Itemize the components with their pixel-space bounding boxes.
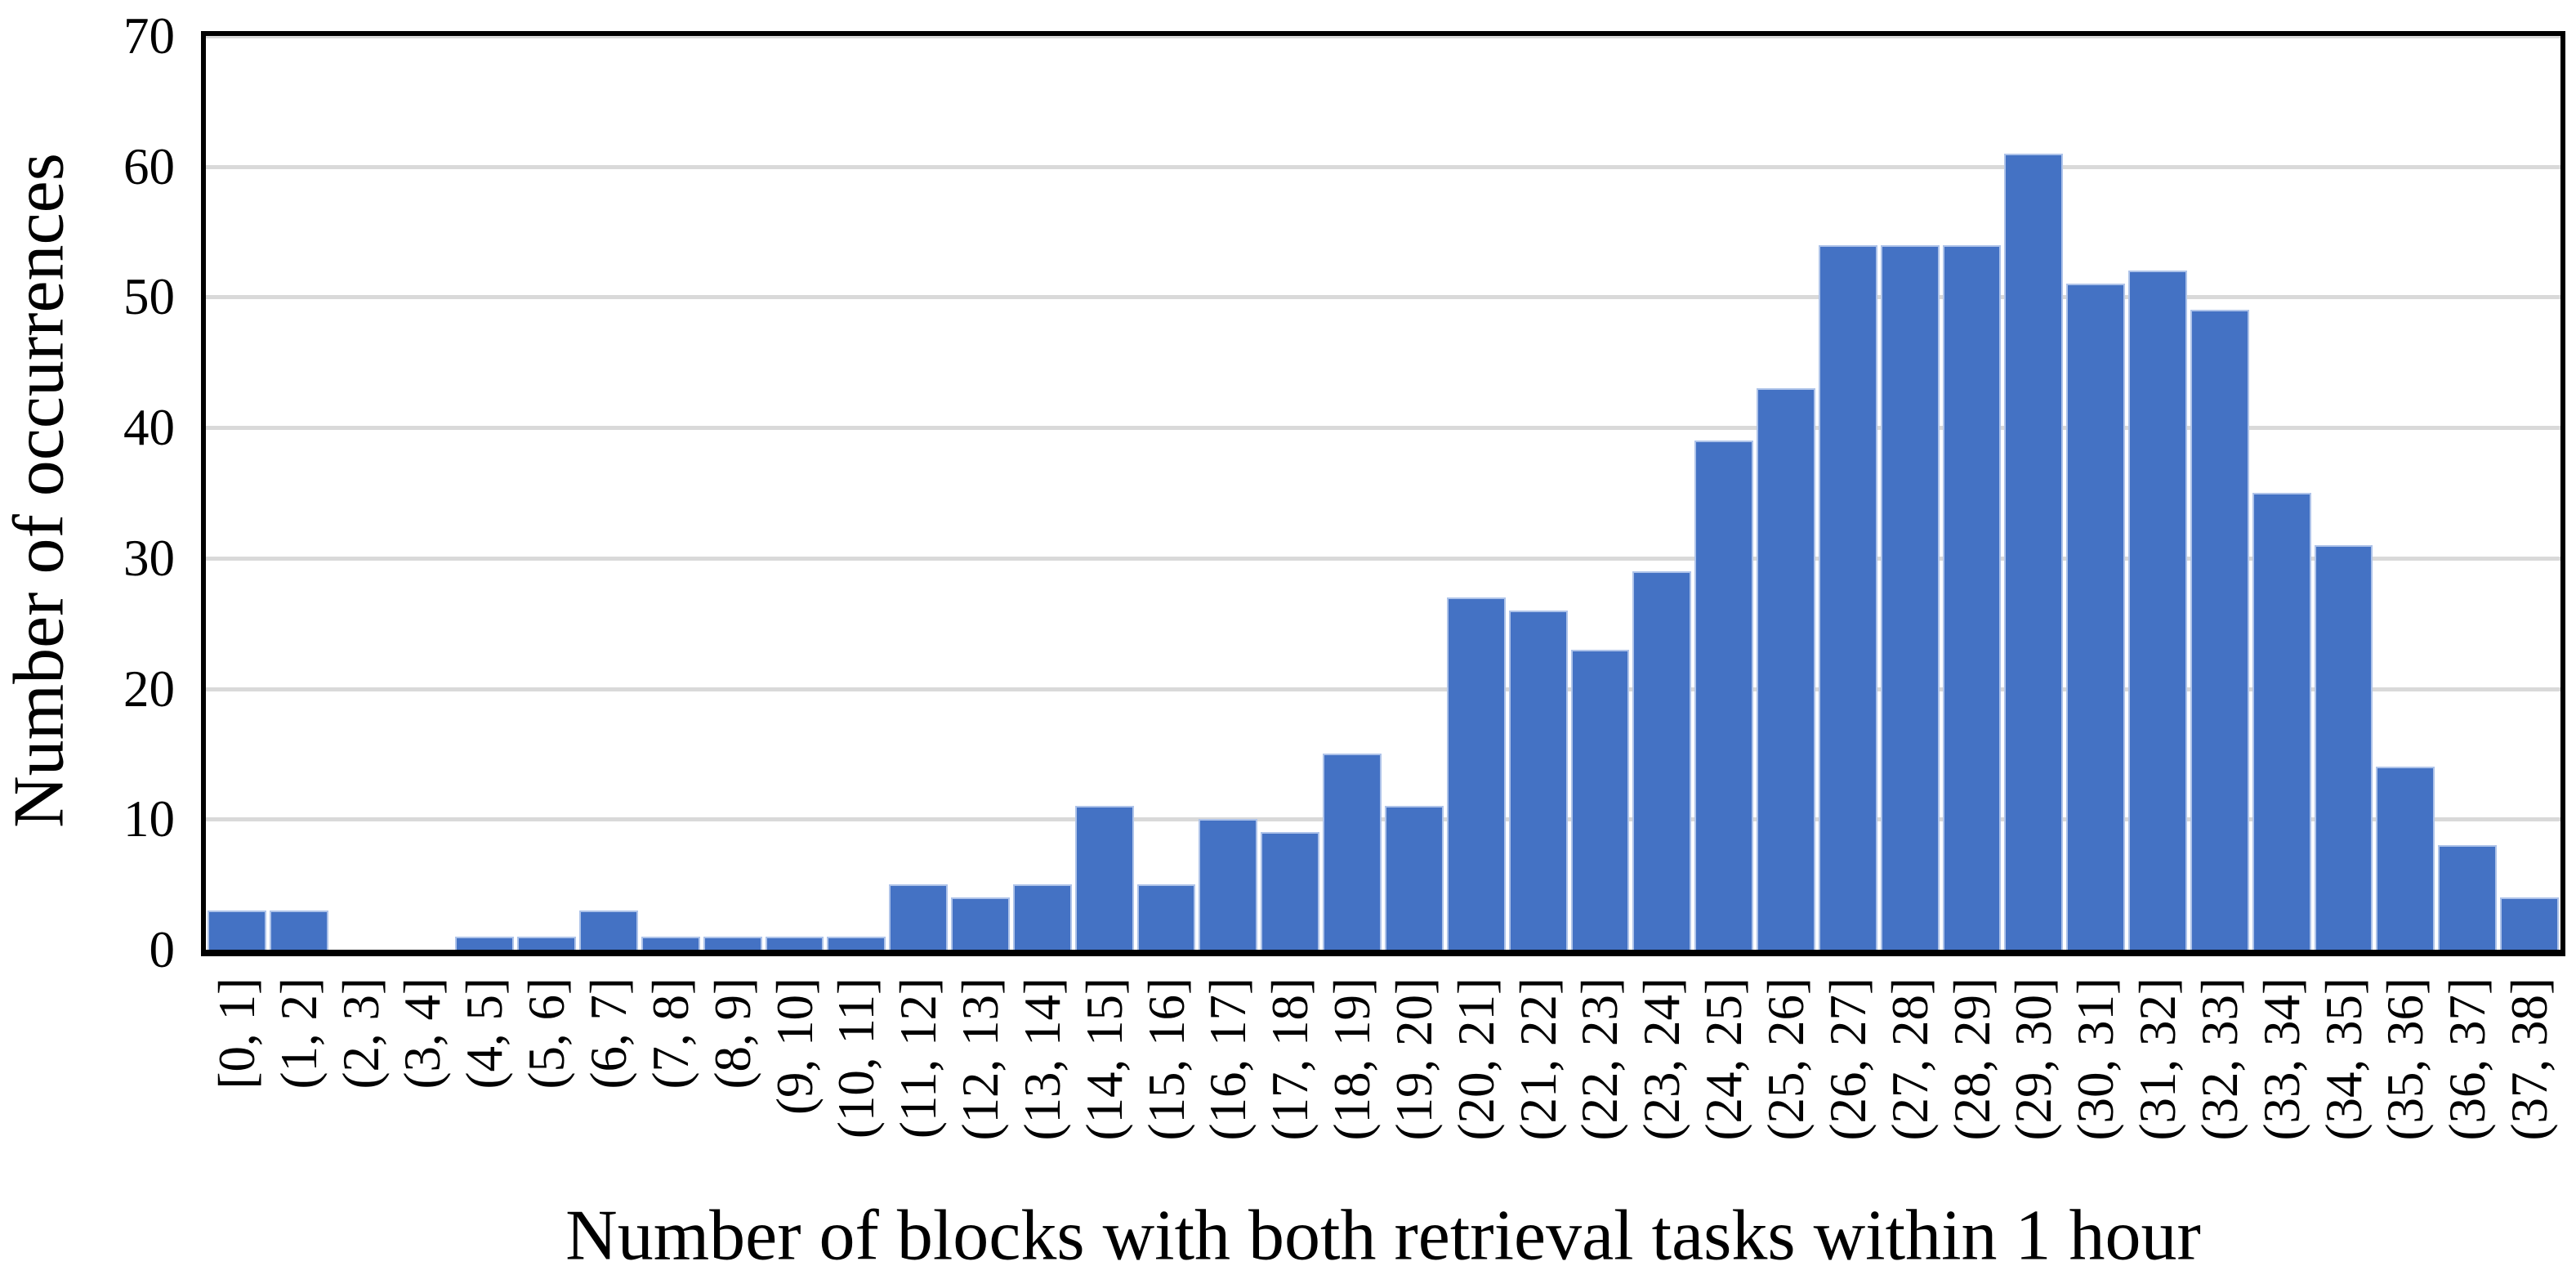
gridline-60: [206, 164, 2560, 169]
bar: [1632, 570, 1692, 950]
x-tick-label: (37, 38]: [2501, 978, 2559, 1141]
bar: [2500, 897, 2559, 950]
x-tick-label: (14, 15]: [1075, 978, 1133, 1141]
bar: [2314, 544, 2373, 950]
y-tick-label: 0: [149, 921, 176, 978]
bar: [765, 937, 824, 950]
x-tick-label: (1, 2]: [270, 978, 328, 1089]
x-tick-label: (12, 13]: [952, 978, 1010, 1141]
bar: [1136, 884, 1196, 950]
gridline-40: [206, 426, 2560, 431]
x-tick-label: (19, 20]: [1385, 978, 1443, 1141]
x-tick-label: (34, 35]: [2315, 978, 2373, 1141]
bar: [1261, 832, 1320, 950]
bar: [2438, 845, 2498, 950]
bar: [579, 910, 638, 950]
x-tick-label: (33, 34]: [2252, 978, 2310, 1141]
bar: [269, 910, 328, 950]
y-tick-label: 30: [123, 529, 175, 587]
bar: [2190, 310, 2249, 950]
gridline-50: [206, 295, 2560, 300]
bar: [208, 910, 266, 950]
bar: [1570, 649, 1630, 950]
x-tick-label: (20, 21]: [1447, 978, 1505, 1141]
bar: [455, 937, 515, 950]
x-tick-label: (22, 23]: [1571, 978, 1629, 1141]
x-tick-label: (28, 29]: [1943, 978, 2001, 1141]
x-tick-label: (21, 22]: [1509, 978, 1567, 1141]
x-tick-label: (32, 33]: [2190, 978, 2248, 1141]
bar: [2066, 284, 2126, 950]
x-tick-label: (13, 14]: [1013, 978, 1071, 1141]
x-tick-label: (11, 12]: [890, 978, 948, 1139]
x-tick-label: (18, 19]: [1324, 978, 1382, 1141]
x-tick-label: (15, 16]: [1137, 978, 1195, 1141]
bar: [2252, 493, 2311, 950]
bar: [827, 937, 886, 950]
bar: [1880, 244, 1940, 950]
y-tick-label: 20: [123, 660, 175, 718]
bar: [1446, 597, 1506, 950]
x-tick-label: (3, 4]: [394, 978, 452, 1089]
x-tick-label: (35, 36]: [2377, 978, 2435, 1141]
y-tick-label: 50: [123, 268, 175, 326]
bar: [2004, 153, 2064, 950]
bar: [1012, 884, 1072, 950]
x-tick-label: (23, 24]: [1633, 978, 1691, 1141]
x-tick-label: (4, 5]: [456, 978, 514, 1089]
bar: [1508, 610, 1568, 950]
x-tick-label: (31, 32]: [2129, 978, 2187, 1141]
bar: [1385, 806, 1444, 950]
x-tick-label: (5, 6]: [518, 978, 576, 1089]
gridline-30: [206, 556, 2560, 561]
x-tick-label: (17, 18]: [1261, 978, 1319, 1141]
gridline-20: [206, 687, 2560, 691]
bar: [1199, 819, 1258, 950]
x-tick-label: (36, 37]: [2439, 978, 2497, 1141]
bar: [2128, 271, 2187, 950]
x-tick-label: (2, 3]: [332, 978, 390, 1089]
x-tick-label: (29, 30]: [2005, 978, 2063, 1141]
bar: [517, 937, 577, 950]
bar: [1074, 806, 1134, 950]
x-tick-label: (7, 8]: [641, 978, 699, 1089]
y-tick-label: 70: [123, 7, 175, 65]
y-tick-label: 10: [123, 790, 175, 848]
y-axis-title: Number of occurrences: [0, 153, 79, 828]
bar: [1757, 388, 1815, 950]
bar: [1323, 754, 1382, 950]
bar: [889, 884, 949, 950]
bar: [641, 937, 700, 950]
x-tick-label: (26, 27]: [1819, 978, 1877, 1141]
gridline-70: [206, 34, 2560, 38]
bar: [703, 937, 762, 950]
x-axis-title: Number of blocks with both retrieval tas…: [565, 1196, 2201, 1276]
x-tick-label: (30, 31]: [2067, 978, 2125, 1141]
y-tick-label: 40: [123, 399, 175, 457]
x-tick-label: (9, 10]: [766, 978, 824, 1115]
bar: [2376, 767, 2435, 950]
x-tick-label: (25, 26]: [1757, 978, 1815, 1141]
x-tick-label: (24, 25]: [1695, 978, 1753, 1141]
x-tick-label: (8, 9]: [703, 978, 761, 1089]
x-tick-label: (10, 11]: [828, 978, 886, 1139]
x-tick-label: (6, 7]: [579, 978, 637, 1089]
x-tick-label: (16, 17]: [1199, 978, 1257, 1141]
gridline-10: [206, 817, 2560, 822]
x-tick-label: [0, 1]: [208, 978, 266, 1089]
x-tick-label: (27, 28]: [1881, 978, 1939, 1141]
bar: [951, 897, 1010, 950]
y-tick-label: 60: [123, 137, 175, 195]
bar: [1942, 244, 2002, 950]
bar: [1694, 441, 1754, 950]
bar: [1818, 244, 1877, 950]
